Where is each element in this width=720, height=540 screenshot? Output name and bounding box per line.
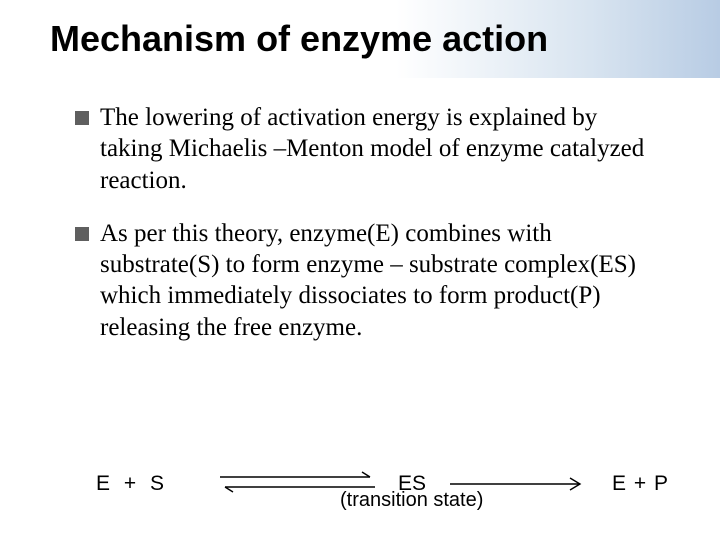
content-area: The lowering of activation energy is exp… bbox=[0, 78, 720, 343]
square-bullet-icon bbox=[75, 227, 89, 241]
transition-state-label: (transition state) bbox=[340, 489, 483, 512]
reaction-products: E + P bbox=[612, 472, 669, 496]
title-bar: Mechanism of enzyme action bbox=[0, 0, 720, 78]
square-bullet-icon bbox=[75, 111, 89, 125]
bullet-text: The lowering of activation energy is exp… bbox=[100, 102, 660, 196]
bullet-item: The lowering of activation energy is exp… bbox=[75, 102, 660, 196]
bullet-text: As per this theory, enzyme(E) combines w… bbox=[100, 218, 660, 343]
reaction-reactants: E + S bbox=[96, 472, 168, 496]
bullet-item: As per this theory, enzyme(E) combines w… bbox=[75, 218, 660, 343]
page-title: Mechanism of enzyme action bbox=[50, 18, 548, 60]
